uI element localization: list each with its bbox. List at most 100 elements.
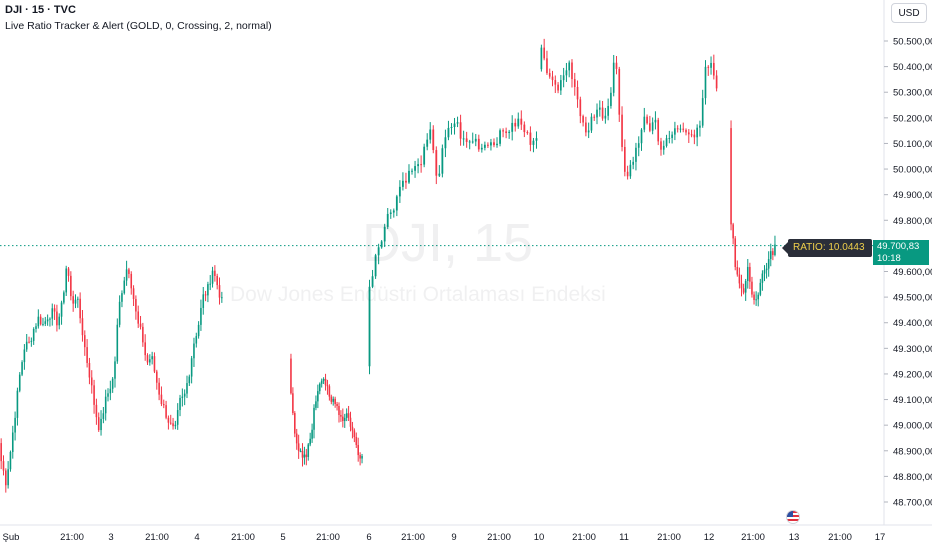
candle[interactable]: [158, 377, 160, 401]
candle[interactable]: [517, 112, 520, 129]
candle[interactable]: [79, 292, 81, 324]
candle[interactable]: [444, 129, 447, 158]
candle[interactable]: [585, 116, 587, 137]
candle[interactable]: [35, 323, 37, 333]
indicator-legend[interactable]: Live Ratio Tracker & Alert (GOLD, 0, Cro…: [5, 20, 272, 32]
candle[interactable]: [640, 128, 643, 151]
candle[interactable]: [301, 443, 304, 467]
candle[interactable]: [0, 438, 2, 470]
candle[interactable]: [621, 106, 623, 152]
candle[interactable]: [23, 344, 26, 370]
candle[interactable]: [615, 56, 618, 75]
candle[interactable]: [139, 315, 142, 330]
candle[interactable]: [190, 355, 193, 384]
candle[interactable]: [508, 129, 511, 139]
candle[interactable]: [345, 408, 348, 422]
candle[interactable]: [730, 120, 732, 231]
candle[interactable]: [386, 207, 389, 230]
candle[interactable]: [70, 271, 72, 301]
candle[interactable]: [317, 384, 319, 409]
candle[interactable]: [349, 411, 352, 432]
candle[interactable]: [736, 260, 739, 277]
candle[interactable]: [297, 434, 300, 459]
candle[interactable]: [468, 139, 471, 150]
candle[interactable]: [389, 209, 392, 219]
candle[interactable]: [63, 290, 65, 305]
candle[interactable]: [453, 117, 456, 135]
candle[interactable]: [548, 68, 551, 79]
candle[interactable]: [214, 265, 216, 282]
candle[interactable]: [200, 299, 202, 331]
candle[interactable]: [462, 130, 465, 146]
candle[interactable]: [320, 378, 323, 388]
candle[interactable]: [132, 285, 135, 307]
candle[interactable]: [343, 413, 346, 428]
candle[interactable]: [637, 136, 640, 157]
time-axis[interactable]: Şub 21:00 3 21:00 4 21:00 5 21:00 6 21:00 9 21:00 10…: [3, 532, 886, 543]
candle[interactable]: [601, 100, 604, 121]
candle[interactable]: [37, 309, 40, 329]
candle[interactable]: [623, 139, 626, 177]
candle[interactable]: [77, 296, 79, 308]
candle[interactable]: [740, 274, 743, 297]
candle[interactable]: [742, 283, 745, 295]
candle[interactable]: [471, 132, 474, 144]
candle[interactable]: [359, 452, 361, 466]
candle[interactable]: [326, 379, 329, 395]
candle[interactable]: [83, 330, 86, 356]
candle[interactable]: [596, 103, 598, 125]
candle[interactable]: [383, 223, 386, 248]
candle[interactable]: [135, 295, 137, 320]
candle[interactable]: [582, 114, 584, 127]
candle[interactable]: [153, 352, 156, 374]
candle[interactable]: [42, 317, 44, 327]
candle[interactable]: [32, 327, 35, 345]
candle[interactable]: [767, 251, 770, 277]
candle[interactable]: [761, 270, 764, 291]
candle[interactable]: [311, 423, 313, 443]
candle[interactable]: [502, 128, 504, 138]
candle[interactable]: [590, 113, 593, 133]
candle[interactable]: [188, 374, 191, 386]
candle[interactable]: [290, 353, 292, 395]
candle[interactable]: [107, 388, 109, 402]
candle[interactable]: [334, 396, 336, 408]
candle[interactable]: [121, 290, 123, 308]
candle[interactable]: [355, 432, 358, 448]
candle[interactable]: [371, 269, 374, 289]
currency-button[interactable]: USD: [891, 3, 927, 23]
candle[interactable]: [95, 398, 98, 425]
candle[interactable]: [81, 309, 84, 342]
candle[interactable]: [487, 142, 489, 149]
candle[interactable]: [562, 67, 565, 88]
candle[interactable]: [526, 130, 529, 135]
candle[interactable]: [529, 126, 532, 152]
candle[interactable]: [28, 336, 30, 344]
candle[interactable]: [450, 123, 453, 135]
candle[interactable]: [660, 137, 662, 156]
candle[interactable]: [209, 275, 212, 291]
candle[interactable]: [204, 290, 207, 302]
candle[interactable]: [715, 70, 718, 92]
candle[interactable]: [160, 386, 163, 407]
candle[interactable]: [102, 406, 105, 424]
candle[interactable]: [340, 410, 342, 422]
candle[interactable]: [328, 384, 331, 401]
candle[interactable]: [324, 373, 327, 391]
candle[interactable]: [543, 38, 546, 61]
candle[interactable]: [137, 305, 140, 328]
candle[interactable]: [165, 400, 167, 420]
candle[interactable]: [610, 87, 612, 109]
candles[interactable]: [0, 38, 884, 493]
candle[interactable]: [435, 146, 438, 185]
candle[interactable]: [598, 100, 601, 117]
candle[interactable]: [186, 375, 188, 399]
candle[interactable]: [142, 322, 144, 347]
candle[interactable]: [7, 461, 9, 489]
candle[interactable]: [651, 117, 654, 135]
candle[interactable]: [759, 278, 762, 297]
candle[interactable]: [357, 437, 359, 462]
candle[interactable]: [116, 318, 119, 364]
us-flag-icon[interactable]: [786, 510, 800, 524]
